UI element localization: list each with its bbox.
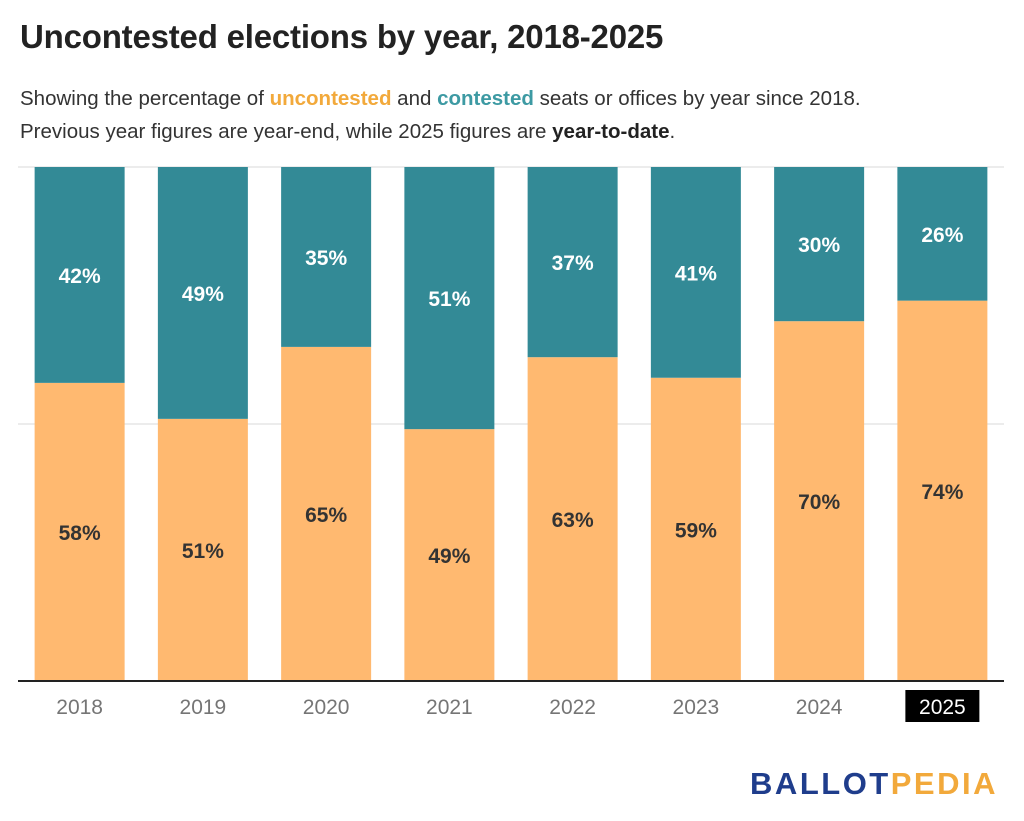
x-tick-label-2025: 2025 (919, 696, 966, 719)
x-tick-label-2024: 2024 (796, 696, 843, 719)
subtitle-uncontested: uncontested (269, 87, 392, 110)
bar-uncontested-2025 (897, 300, 988, 681)
data-label-contested-2023: 41% (675, 262, 717, 285)
subtitle-text-1: Showing the percentage of (20, 87, 270, 110)
bar-contested-2022 (527, 167, 618, 358)
data-label-uncontested-2024: 70% (798, 491, 840, 514)
ballotpedia-logo: BALLOTPEDIA (750, 766, 998, 802)
data-label-contested-2024: 30% (798, 234, 840, 257)
data-label-uncontested-2025: 74% (921, 481, 963, 504)
x-tick-label-2023: 2023 (673, 696, 720, 719)
data-label-uncontested-2023: 59% (675, 519, 717, 542)
subtitle-text-4: Previous year figures are year-end, whil… (20, 120, 553, 143)
bar-uncontested-2022 (527, 357, 618, 681)
subtitle-text-3: seats or offices by year since 2018. (533, 87, 861, 110)
bar-uncontested-2020 (281, 346, 372, 681)
bar-contested-2020 (281, 167, 372, 347)
bar-contested-2018 (34, 167, 125, 383)
stacked-bar-chart: 58% 42% 2018 51% 49% 2019 65% 35% 2020 49% 51% 2021… (18, 166, 1004, 722)
bar-uncontested-2023 (650, 377, 741, 681)
x-tick-label-2020: 2020 (303, 696, 350, 719)
x-tick-label-2021: 2021 (426, 696, 473, 719)
bar-contested-2021 (404, 167, 495, 430)
data-label-contested-2022: 37% (552, 252, 594, 275)
data-label-contested-2025: 26% (921, 224, 963, 247)
chart-title: Uncontested elections by year, 2018-2025 (20, 18, 664, 55)
x-tick-label-2022: 2022 (549, 696, 596, 719)
bar-contested-2019 (157, 167, 248, 419)
data-label-contested-2018: 42% (59, 265, 101, 288)
tick-highlight-bg-2025 (905, 690, 980, 722)
bar-contested-2025 (897, 167, 988, 301)
data-label-uncontested-2021: 49% (428, 545, 470, 568)
bar-contested-2023 (650, 167, 741, 378)
logo-part-1: BALLOT (750, 766, 891, 801)
bar-contested-2024 (774, 167, 865, 322)
data-label-uncontested-2018: 58% (59, 522, 101, 545)
data-label-uncontested-2019: 51% (182, 540, 224, 563)
data-label-contested-2020: 35% (305, 247, 347, 270)
subtitle-text-5: . (669, 120, 676, 143)
subtitle-text-2: and (391, 87, 438, 110)
x-tick-label-2019: 2019 (180, 696, 227, 719)
bar-uncontested-2019 (157, 418, 248, 681)
chart-subtitle: Showing the percentage of uncontested an… (20, 82, 1010, 148)
subtitle-ytd: year-to-date (552, 120, 670, 143)
bar-uncontested-2018 (34, 382, 125, 681)
data-label-uncontested-2020: 65% (305, 504, 347, 527)
data-label-contested-2021: 51% (428, 288, 470, 311)
data-label-contested-2019: 49% (182, 283, 224, 306)
logo-part-2: PEDIA (890, 766, 998, 801)
bar-uncontested-2024 (774, 321, 865, 681)
x-tick-label-2018: 2018 (56, 696, 103, 719)
bar-uncontested-2021 (404, 429, 495, 681)
subtitle-contested: contested (437, 87, 534, 110)
data-label-uncontested-2022: 63% (552, 509, 594, 532)
